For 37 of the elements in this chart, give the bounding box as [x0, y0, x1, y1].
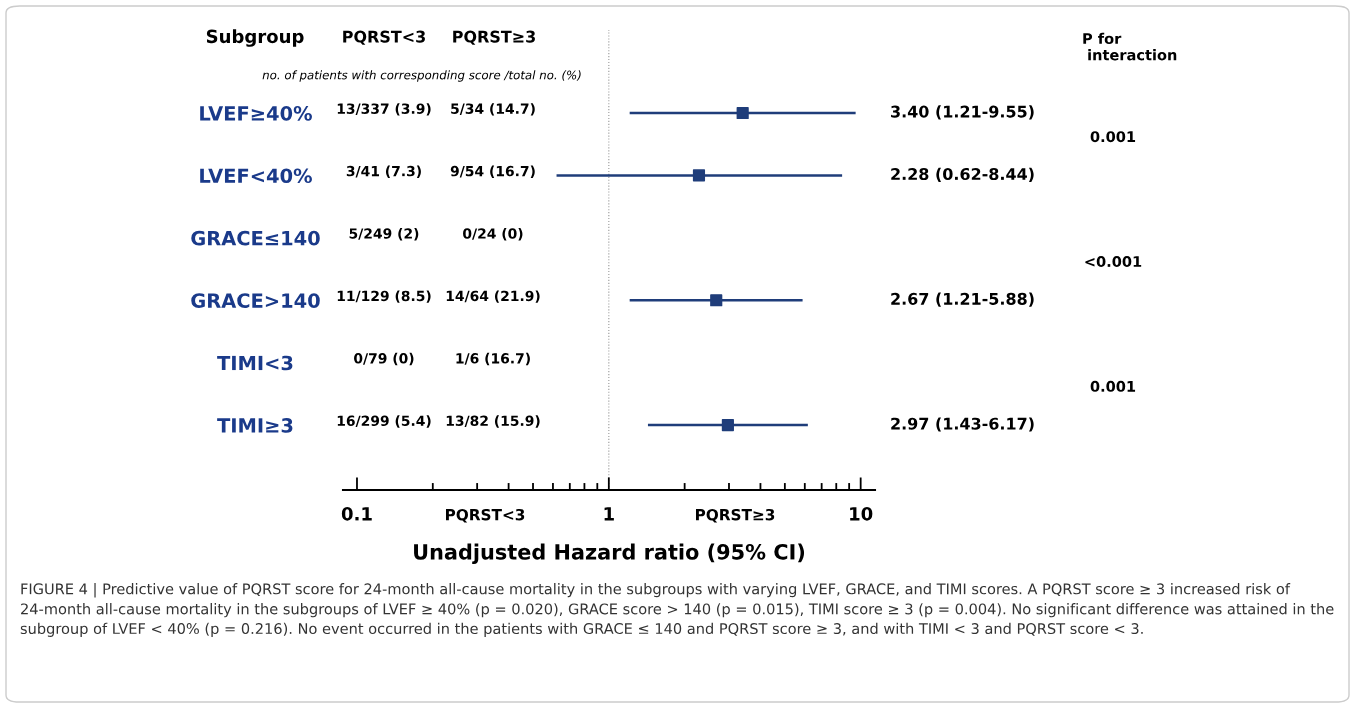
annotation: 0/24 (0) — [463, 228, 523, 241]
text: 0.001 — [1090, 380, 1136, 392]
annotation: PQRST≥3 — [453, 30, 535, 45]
annotation: 9/54 (16.7) — [450, 165, 535, 178]
annotation: 14/64 (21.9) — [446, 290, 540, 303]
annotation: 11/129 (8.5) — [337, 290, 431, 303]
x-tick-label: 0.1 — [341, 506, 372, 521]
y-tick-label: GRACE>140 — [191, 293, 320, 308]
annotation: 5/34 (14.7) — [451, 103, 535, 116]
data-label: 2.97 (1.43-6.17) — [891, 417, 1034, 432]
annotation: 1/6 (16.7) — [456, 352, 530, 366]
data-label: 3.40 (1.21-9.55) — [891, 105, 1034, 120]
y-tick-label: TIMI≥3 — [217, 418, 293, 433]
annotation: no. of patients with corresponding score /total no. (%) — [262, 70, 581, 82]
text: Subgroup — [206, 29, 304, 47]
y-tick-label: GRACE≤140 — [191, 230, 320, 246]
annotation: 5/249 (2) — [349, 228, 419, 241]
annotation: 13/82 (15.9) — [446, 415, 540, 428]
data-label: 2.67 (1.21-5.88) — [891, 292, 1034, 307]
annotation: 3/41 (7.3) — [346, 165, 421, 178]
text: PQRST<3 — [446, 508, 525, 523]
y-tick-label: LVEF<40% — [200, 168, 312, 184]
annotation: 13/337 (3.9) — [337, 103, 431, 116]
data-label: 2.28 (0.62-8.44) — [891, 167, 1034, 182]
annotation: 0/79 (0) — [354, 352, 414, 366]
text: <0.001 — [1085, 256, 1142, 268]
x-axis-title: Unadjusted Hazard ratio (95% CI) — [414, 543, 805, 564]
text: 0.001 — [1090, 131, 1136, 143]
annotation: 16/299 (5.4) — [337, 415, 431, 428]
text: P for interaction — [1083, 32, 1177, 61]
x-tick-label: 10 — [850, 506, 873, 521]
y-tick-label: LVEF≥40% — [200, 105, 312, 121]
annotation: PQRST<3 — [343, 30, 425, 45]
y-tick-label: TIMI<3 — [217, 355, 293, 371]
caption: FIGURE 4 | Predictive value of PQRST score for 24-month all-cause mortality in the subgroups with varying LVEF, GRACE, and TIMI scores. A PQRST score ≥ 3 increased risk of 24-month all-cause mortality in the subgroups of LVEF ≥ 40% (p = 0.020), GRACE score > 140 (p = 0.015), TIMI score ≥ 3 (p = 0.004). No significant difference was attained in the subgroup of LVEF < 40% (p = 0.216). No event occurred in the patients with GRACE ≤ 140 and PQRST score ≥ 3, and with TIMI < 3 and PQRST score < 3. — [20, 583, 1334, 637]
text: PQRST≥3 — [696, 508, 775, 523]
x-tick-label: 1 — [604, 507, 614, 521]
